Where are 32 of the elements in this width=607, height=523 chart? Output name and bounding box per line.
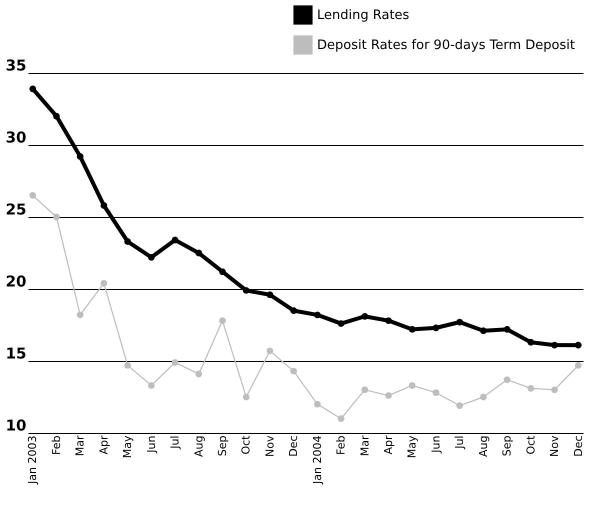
x-tick-label: Jun [429, 435, 442, 454]
x-tick-label: Jun [144, 435, 158, 454]
x-tick-label: Apr [97, 435, 110, 455]
x-tick-label: Aug [476, 436, 490, 457]
x-tick-label: Oct [524, 434, 538, 455]
x-tick-label: Mar [74, 435, 87, 456]
x-tick-label: Feb [50, 435, 63, 455]
y-tick-label: 20 [6, 272, 26, 290]
x-tick-label: Jul [453, 436, 466, 450]
x-tick-label: Apr [382, 435, 396, 455]
y-tick-label: 35 [6, 56, 26, 74]
x-tick-label: Jul [168, 436, 182, 450]
x-tick-label: Feb [334, 435, 348, 455]
x-tick-label: Dec [287, 436, 300, 457]
legend-label: Lending Rates [317, 8, 410, 23]
y-tick-label: 15 [6, 344, 26, 362]
x-tick-label: Nov [548, 435, 562, 457]
x-tick-label: Dec [572, 436, 585, 457]
x-tick-label: Sep [216, 435, 229, 456]
x-tick-label: Sep [500, 435, 514, 456]
x-tick-label: Nov [263, 435, 276, 457]
y-tick-label: 10 [6, 416, 26, 434]
x-tick-label: Jan 2003 [26, 436, 40, 485]
legend-label: Deposit Rates for 90-days Term Deposit [317, 38, 575, 53]
x-tick-label: May [121, 435, 134, 458]
x-tick-label: Aug [192, 436, 206, 457]
y-tick-label: 30 [6, 128, 26, 146]
y-tick-label: 25 [6, 200, 26, 218]
x-tick-label: May [406, 435, 419, 458]
x-tick-label: Jan 2004 [310, 436, 324, 485]
x-tick-label: Mar [358, 435, 372, 456]
x-tick-label: Oct [240, 434, 253, 455]
